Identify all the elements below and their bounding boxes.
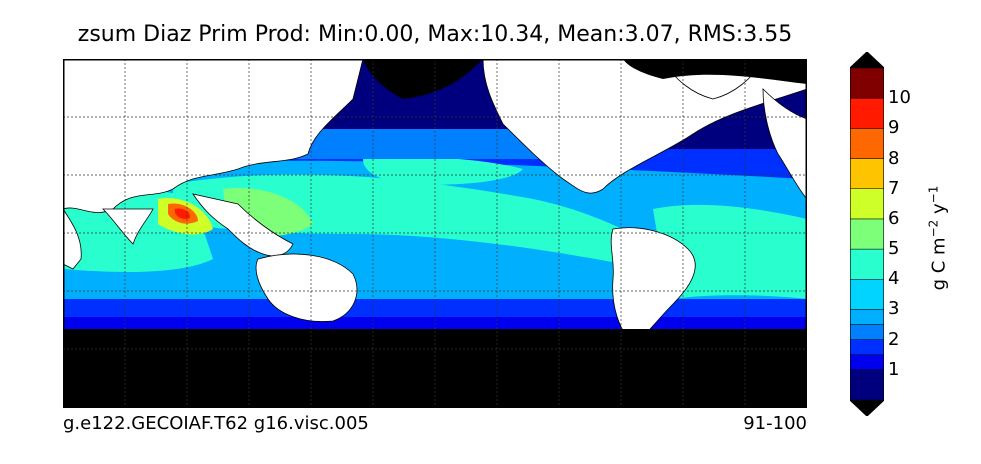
- colorbar-tick-label: 6: [888, 207, 900, 229]
- colorbar-level-11: [850, 97, 884, 129]
- patch-pacific-east: [363, 157, 523, 185]
- band-equatorial-pacific: [173, 174, 643, 264]
- colorbar-extend-max: [850, 52, 884, 68]
- colorbar-level-0: [850, 369, 884, 401]
- colorbar: [850, 52, 884, 416]
- colorbar-level-3: [850, 324, 884, 340]
- land-south-america: [610, 227, 696, 345]
- colorbar-tick-label: 9: [888, 117, 900, 139]
- colorbar-level-12: [850, 67, 884, 99]
- colorbar-level-2: [850, 339, 884, 355]
- land-australia: [255, 253, 358, 322]
- colorbar-tick-label: 2: [888, 328, 900, 350]
- colorbar-level-10: [850, 128, 884, 159]
- sea-ice-arctic-east: [623, 59, 807, 84]
- colorbar-units-label: g C m−2 y−1: [927, 186, 950, 291]
- colorbar-level-6: [850, 248, 884, 280]
- units-exp1: −2: [926, 219, 941, 238]
- colorbar-tick-label: 10: [888, 87, 911, 109]
- land-india: [102, 208, 154, 245]
- colorbar-tick-label: 5: [888, 238, 900, 260]
- map-panel: [63, 59, 807, 408]
- gridlines: [63, 59, 807, 408]
- land-se-asia: [192, 193, 294, 257]
- units-exp2: −1: [926, 185, 941, 204]
- colorbar-tick-label: 1: [888, 358, 900, 380]
- map-frame: [63, 59, 807, 408]
- sea-ice-arctic: [363, 59, 483, 99]
- units-base: g C m: [928, 237, 950, 291]
- colorbar-level-9: [850, 158, 884, 189]
- colorbar-level-8: [850, 188, 884, 220]
- year-range-caption: 91-100: [743, 413, 807, 434]
- colorbar-tick-label: 8: [888, 147, 900, 169]
- colorbar-extend-min: [850, 400, 884, 416]
- ocean-productivity-map: [63, 59, 807, 408]
- colorbar-level-4: [850, 309, 884, 325]
- colorbar-tick-label: 7: [888, 177, 900, 199]
- colorbar-level-7: [850, 218, 884, 250]
- patch-indonesia-peak: [175, 208, 191, 220]
- map-title: zsum Diaz Prim Prod: Min:0.00, Max:10.34…: [77, 22, 793, 47]
- colorbar-level-5: [850, 279, 884, 310]
- run-name-caption: g.e122.GECOIAF.T62 g16.visc.005: [63, 413, 369, 434]
- colorbar-tick-label: 3: [888, 298, 900, 320]
- antarctica-coast: [63, 354, 807, 408]
- colorbar-tick-label: 4: [888, 268, 900, 290]
- colorbar-level-1: [850, 354, 884, 371]
- land-europe-west: [762, 88, 807, 200]
- units-mid: y: [928, 203, 950, 220]
